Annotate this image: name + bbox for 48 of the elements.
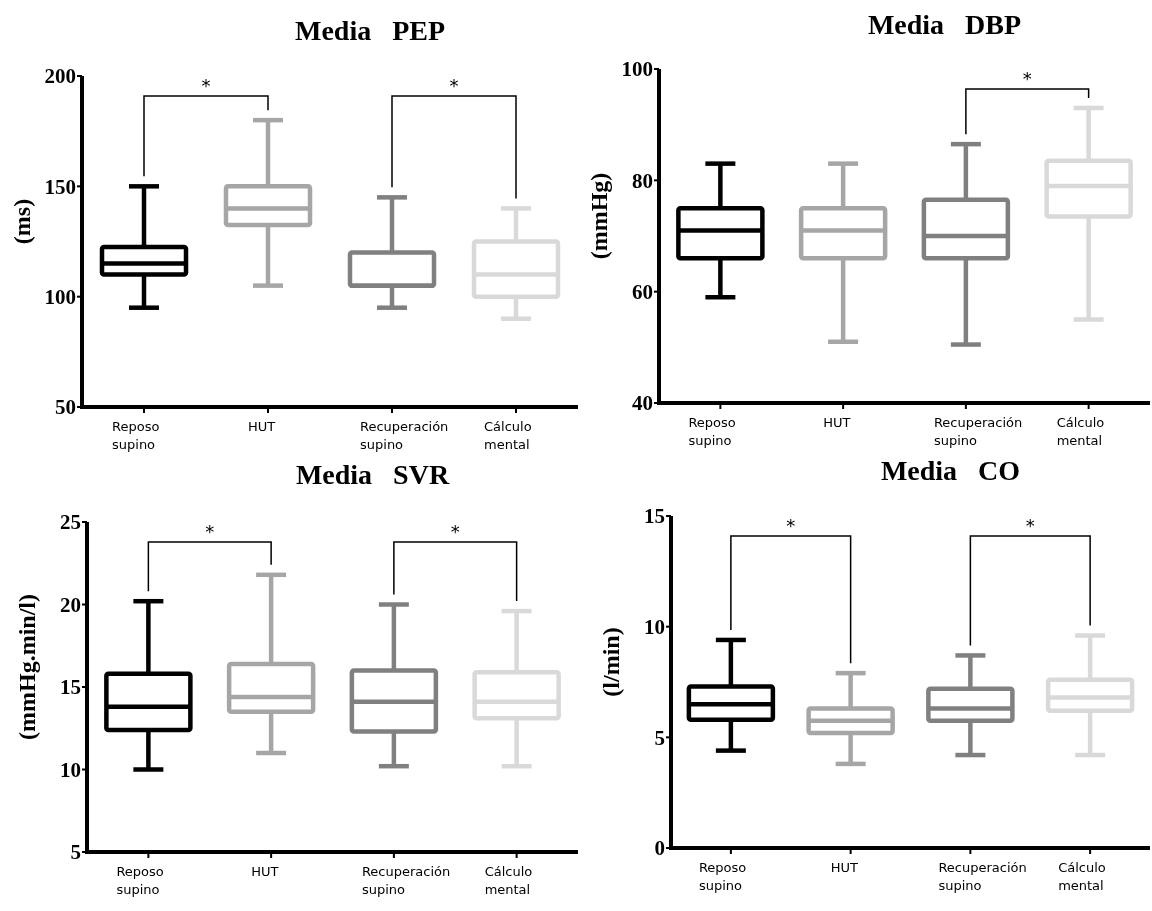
x-tick-label: Recuperación supino — [933, 415, 1023, 448]
annotation: * — [1025, 515, 1035, 536]
y-axis-title: (mmHg.min/l) — [14, 594, 40, 740]
x-tick-label: Reposo supino — [112, 419, 160, 452]
x-tick-label: HUT — [248, 419, 276, 434]
x-tick-label: Reposo supino — [116, 864, 164, 897]
annotation: * — [786, 515, 796, 536]
y-axis-title: (ms) — [9, 198, 35, 245]
annotation: * — [201, 75, 211, 96]
y-axis-title: (l/min) — [598, 627, 624, 697]
x-tick-label: Cálculo mental — [484, 864, 533, 897]
y-tick-label: 150 — [44, 174, 76, 199]
y-tick-label: 40 — [632, 391, 653, 416]
y-tick-label: 200 — [44, 64, 76, 89]
y-tick-label: 100 — [621, 57, 653, 82]
y-tick-label: 25 — [60, 510, 81, 535]
chart-title: Media DBP — [867, 9, 1022, 40]
chart-title: Media SVR — [295, 459, 450, 490]
y-tick-label: 10 — [60, 757, 81, 782]
x-tick-label: Recuperación supino — [361, 864, 451, 897]
y-tick-label: 5 — [70, 840, 81, 865]
y-tick-label: 20 — [60, 592, 81, 617]
x-tick-label: Recuperación supino — [938, 860, 1027, 893]
y-tick-label: 100 — [44, 285, 76, 310]
x-tick-label: HUT — [830, 860, 858, 875]
y-tick-label: 80 — [632, 168, 653, 193]
y-tick-label: 15 — [644, 504, 665, 529]
x-tick-label: Cálculo mental — [1058, 860, 1106, 893]
chart-title: Media PEP — [294, 15, 446, 46]
y-tick-label: 15 — [60, 675, 81, 700]
annotation: * — [449, 75, 459, 96]
y-tick-label: 60 — [632, 280, 653, 305]
annotation: * — [1022, 68, 1032, 89]
y-tick-label: 0 — [654, 836, 665, 861]
chart-title: Media CO — [880, 455, 1021, 486]
x-tick-label: Reposo supino — [698, 860, 747, 893]
y-tick-label: 50 — [55, 395, 76, 420]
x-tick-label: Recuperación supino — [360, 419, 449, 452]
y-tick-label: 5 — [654, 725, 665, 750]
annotation: * — [205, 521, 215, 542]
x-tick-label: HUT — [823, 415, 851, 430]
x-tick-label: Cálculo mental — [484, 419, 532, 452]
x-tick-label: HUT — [251, 864, 279, 879]
x-tick-label: Cálculo mental — [1056, 415, 1105, 448]
x-tick-label: Reposo supino — [688, 415, 736, 448]
annotation: * — [450, 521, 460, 542]
y-tick-label: 10 — [644, 615, 665, 640]
y-axis-title: (mmHg) — [586, 172, 612, 260]
